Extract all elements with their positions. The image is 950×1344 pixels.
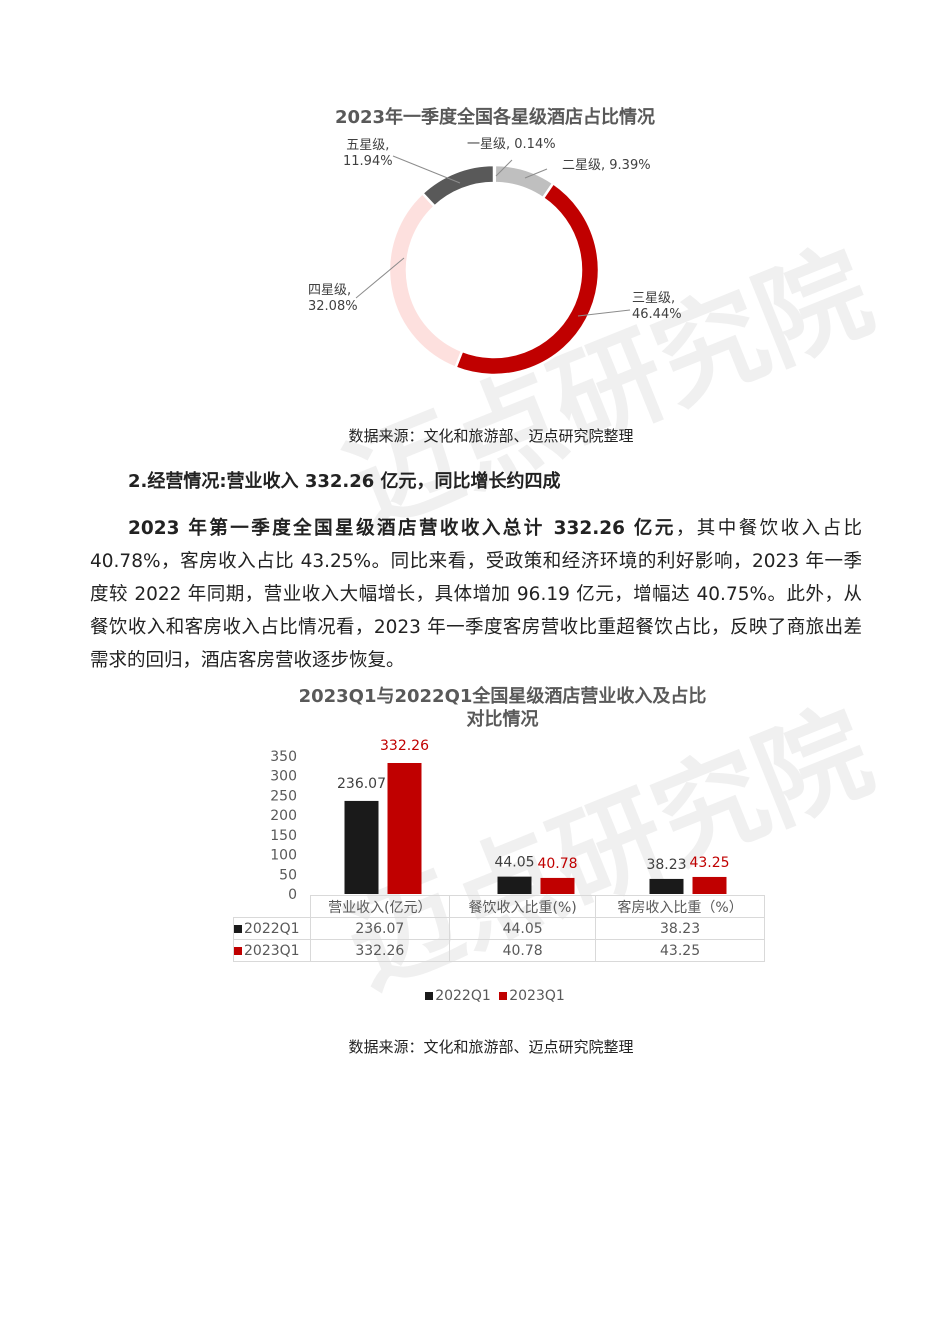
data-label: 43.25 [689, 855, 729, 871]
table-row: 2023Q1 332.26 40.78 43.25 [233, 939, 765, 962]
table-header: 餐饮收入比重(%) [449, 895, 597, 918]
label-line: 四星级, [308, 283, 352, 298]
table-header-row: 营业收入(亿元） 餐饮收入比重(%) 客房收入比重（%） [233, 895, 765, 918]
table-cell: 40.78 [449, 939, 597, 962]
y-tick-label: 0 [288, 887, 297, 903]
data-label: 44.05 [494, 855, 534, 871]
y-tick-label: 250 [270, 788, 297, 804]
para-bold: 2023 年第一季度全国星级酒店营收收入总计 332.26 亿元 [128, 518, 676, 539]
donut-slice-五星级 [420, 163, 496, 209]
chart-legend: 2022Q1 2023Q1 [0, 988, 950, 1004]
legend-swatch [234, 946, 242, 955]
title-line: 2023Q1与2022Q1全国星级酒店营业收入及占比 [298, 686, 707, 707]
data-label: 236.07 [337, 776, 386, 792]
label-line: 46.44% [632, 307, 682, 322]
bar-2023Q1 [692, 876, 727, 894]
label-five-star: 五星级, 11.94% [343, 138, 393, 170]
label-line: 32.08% [308, 299, 358, 314]
label-line: 11.94% [343, 154, 393, 169]
label-three-star: 三星级, 46.44% [632, 291, 682, 323]
legend-swatch [499, 992, 508, 1000]
table-header: 客房收入比重（%） [595, 895, 765, 918]
table-cell: 38.23 [595, 917, 765, 940]
bar-2022Q1 [344, 800, 379, 894]
label-four-star: 四星级, 32.08% [308, 283, 358, 315]
legend-label: 2023Q1 [509, 988, 565, 1004]
chart2-title: 2023Q1与2022Q1全国星级酒店营业收入及占比 对比情况 [0, 685, 950, 731]
donut-chart [355, 155, 631, 377]
chart1-title: 2023年一季度全国各星级酒店占比情况 [334, 107, 656, 128]
bar-chart: 0 50 100 150 200 250 300 350 236.07 44.05 38.23 332… [270, 738, 729, 903]
label-line: 五星级, [346, 138, 390, 153]
table-cell: 44.05 [449, 917, 597, 940]
leader-line [524, 168, 548, 179]
label-two-star: 二星级, 9.39% [562, 158, 651, 173]
legend-swatch [234, 924, 242, 933]
legend-label: 2022Q1 [435, 988, 491, 1004]
legend-swatch [425, 992, 434, 1000]
data-label: 38.23 [646, 857, 686, 873]
row-label: 2023Q1 [244, 942, 300, 959]
chart1-source: 数据来源：文化和旅游部、迈点研究院整理 [348, 427, 634, 445]
y-tick-label: 350 [270, 749, 297, 765]
table-header: 营业收入(亿元） [309, 895, 451, 918]
chart2-source: 数据来源：文化和旅游部、迈点研究院整理 [348, 1038, 634, 1056]
title-line: 对比情况 [466, 709, 539, 730]
leader-line [495, 159, 513, 177]
para-text: ，其中餐饮收入占比 40.78%，客房收入占比 43.25%。同比来看，受政策和… [90, 518, 862, 671]
row-label: 2022Q1 [244, 920, 300, 937]
y-tick-label: 50 [279, 867, 297, 883]
table-cell: 236.07 [309, 917, 451, 940]
section-heading: 2.经营情况:营业收入 332.26 亿元，同比增长约四成 [128, 471, 561, 492]
y-tick-label: 200 [270, 808, 297, 824]
bar-2023Q1 [387, 762, 422, 894]
data-label: 40.78 [537, 856, 577, 872]
leader-line [355, 257, 405, 299]
table-cell: 43.25 [595, 939, 765, 962]
data-table: 营业收入(亿元） 餐饮收入比重(%) 客房收入比重（%） 2022Q1 236.… [233, 895, 765, 962]
bar-2022Q1 [649, 878, 684, 894]
table-row: 2022Q1 236.07 44.05 38.23 [233, 917, 765, 940]
y-tick-label: 150 [270, 828, 297, 844]
leader-line [577, 309, 631, 317]
label-one-star: 一星级, 0.14% [467, 137, 556, 152]
label-line: 三星级, [632, 291, 676, 306]
y-tick-label: 300 [270, 769, 297, 785]
table-cell: 332.26 [309, 939, 451, 962]
y-tick-label: 100 [270, 848, 297, 864]
data-label: 332.26 [380, 738, 429, 754]
body-paragraph: 2023 年第一季度全国星级酒店营收收入总计 332.26 亿元，其中餐饮收入占… [90, 512, 862, 677]
bar-2023Q1 [540, 877, 575, 894]
leader-line [392, 155, 461, 184]
bar-2022Q1 [497, 876, 532, 894]
